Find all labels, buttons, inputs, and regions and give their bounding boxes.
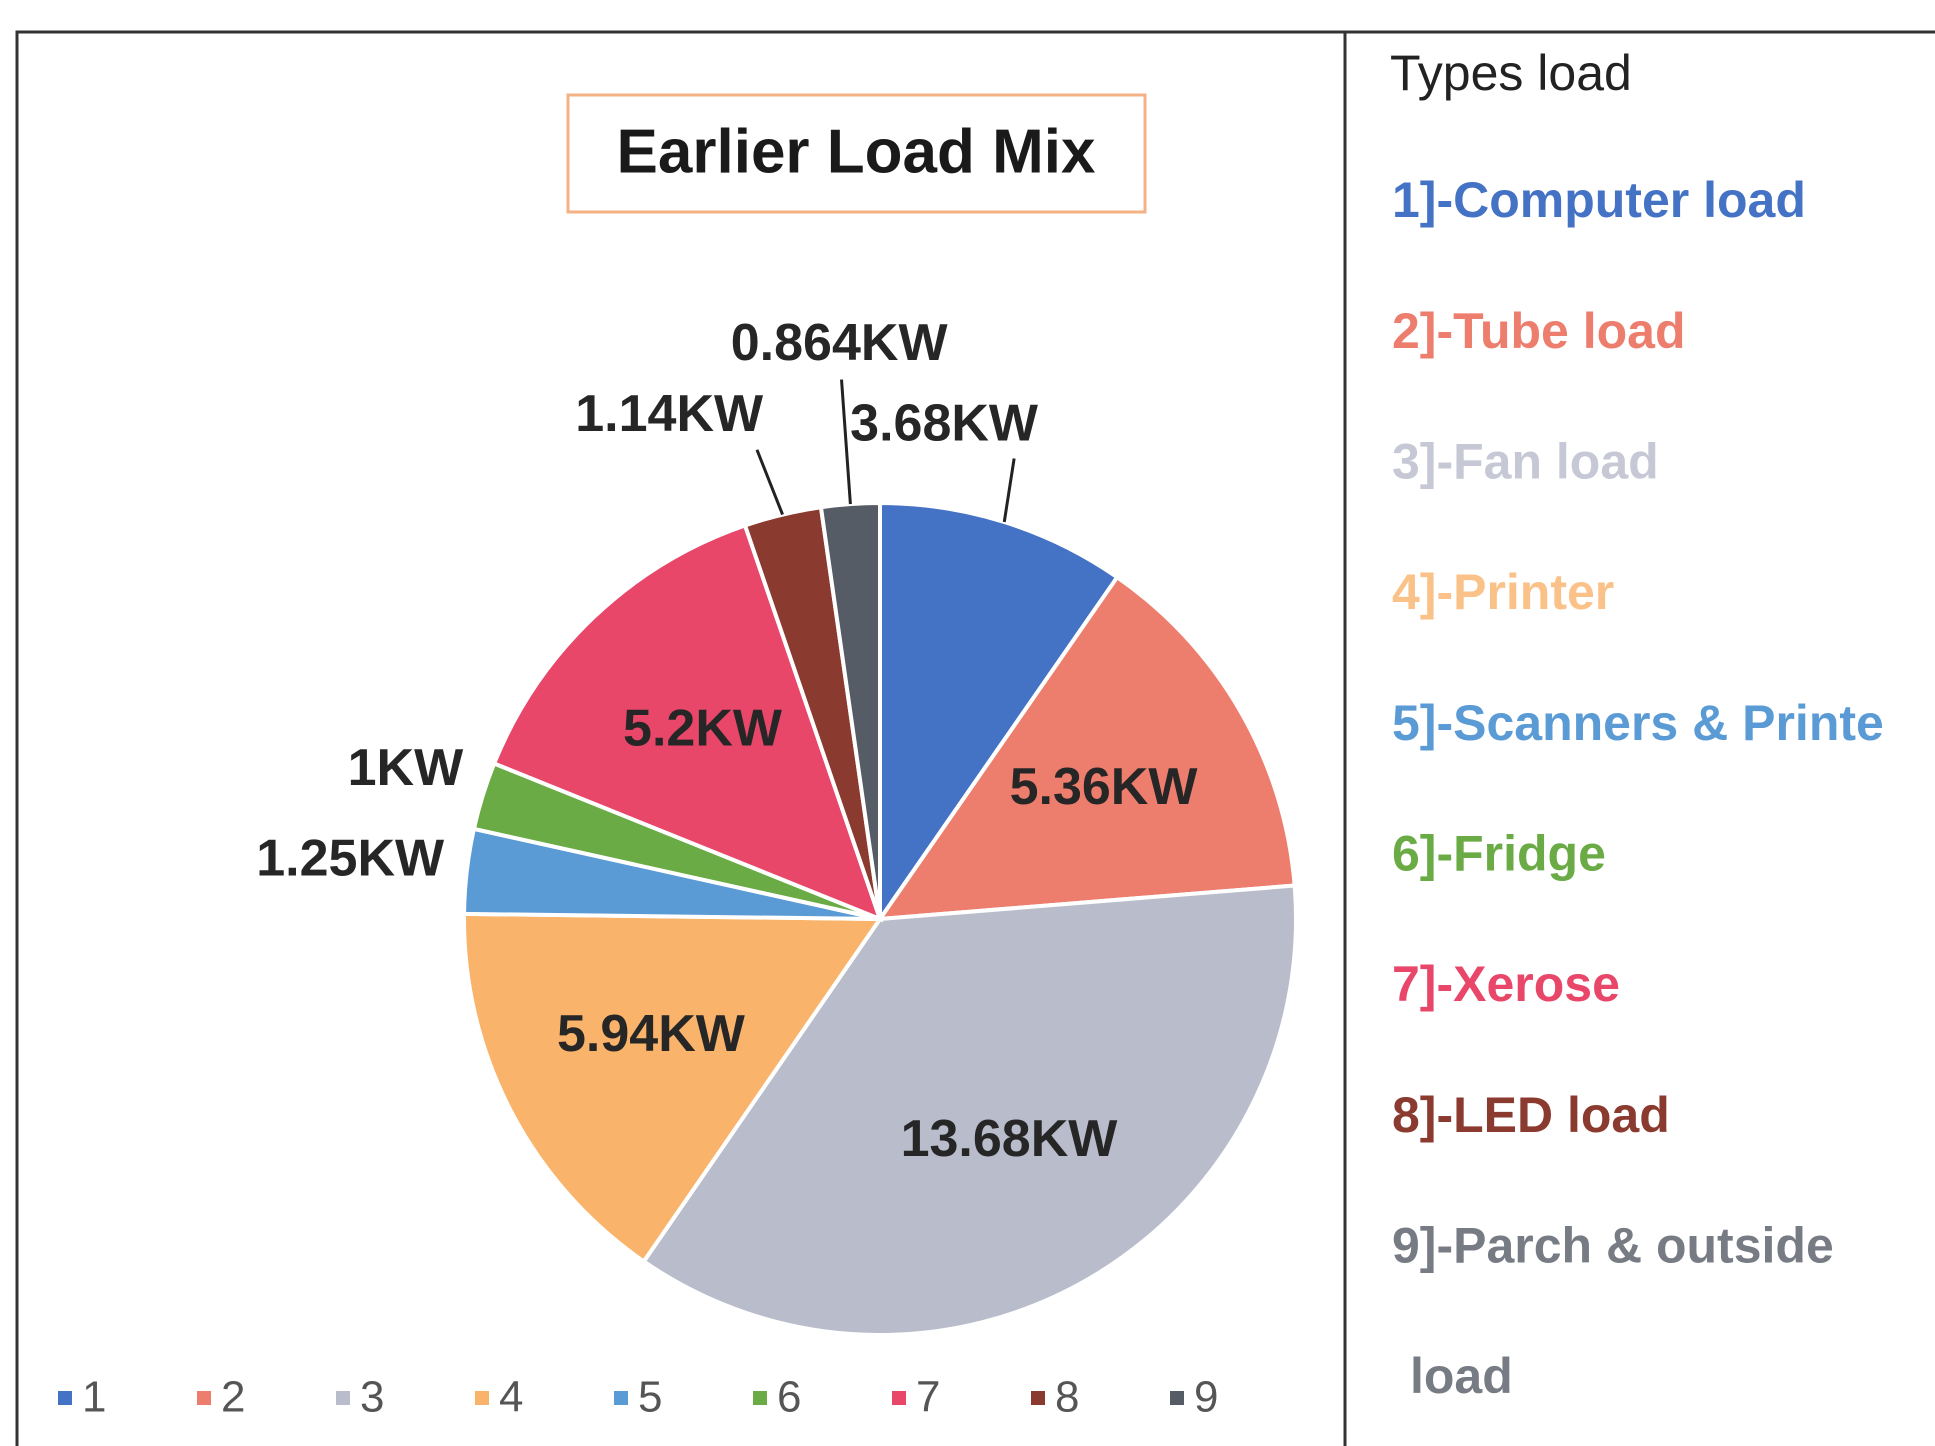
- leader-line: [1002, 458, 1016, 523]
- legend-label: 3: [360, 1373, 384, 1422]
- pie-slice: [641, 883, 1298, 1337]
- leader-line: [755, 449, 784, 516]
- data-label: 5.36KW: [1010, 758, 1199, 816]
- data-label: 13.68KW: [901, 1110, 1119, 1168]
- legend-label: 9: [1194, 1373, 1218, 1422]
- panel-item: 7]-Xerose: [1392, 956, 1620, 1012]
- title-box: [566, 93, 1147, 214]
- pie-slice: [491, 522, 884, 923]
- panel-item: 3]-Fan load: [1392, 434, 1659, 490]
- panel-item: 5]-Scanners & Printe: [1392, 695, 1884, 751]
- panel-item: 4]-Printer: [1392, 564, 1614, 620]
- legend-swatch: [475, 1391, 489, 1405]
- data-label: 5.2KW: [623, 700, 783, 758]
- legend-swatch: [1031, 1391, 1045, 1405]
- data-label: 1.25KW: [256, 829, 445, 887]
- pie-slice: [878, 500, 1120, 926]
- panel-title: Types load: [1390, 45, 1632, 101]
- legend-swatch: [753, 1391, 767, 1405]
- pie-slice: [818, 500, 882, 920]
- legend-label: 4: [499, 1373, 523, 1422]
- data-label: 1.14KW: [575, 385, 764, 443]
- legend-label: 7: [916, 1373, 940, 1422]
- pie-slice: [875, 574, 1297, 922]
- legend-label: 5: [638, 1373, 662, 1422]
- data-label: 3.68KW: [850, 394, 1039, 452]
- legend-label: 2: [221, 1373, 245, 1422]
- chart-border: [15, 30, 1347, 1446]
- legend-swatch: [892, 1391, 906, 1405]
- legend-swatch: [197, 1391, 211, 1405]
- panel-item: 8]-LED load: [1392, 1087, 1670, 1143]
- panel-item: 9]-Parch & outside: [1392, 1218, 1834, 1274]
- pie-slice: [462, 911, 884, 1265]
- legend-swatch: [1170, 1391, 1184, 1405]
- legend-label: 1: [82, 1373, 106, 1422]
- data-label: 0.864KW: [731, 314, 949, 372]
- data-label: 5.94KW: [557, 1005, 746, 1063]
- legend-swatch: [614, 1391, 628, 1405]
- leader-line: [840, 379, 852, 505]
- legend-label: 8: [1055, 1373, 1079, 1422]
- legend-swatch: [58, 1391, 72, 1405]
- data-label: 1KW: [348, 739, 464, 797]
- panel-item: 6]-Fridge: [1392, 826, 1606, 882]
- panel-item: 1]-Computer load: [1392, 172, 1806, 228]
- legend-swatch: [336, 1391, 350, 1405]
- panel-item: 2]-Tube load: [1392, 303, 1686, 359]
- legend-label: 6: [777, 1373, 801, 1422]
- panel-item: load: [1410, 1348, 1513, 1404]
- chart-title: Earlier Load Mix: [617, 117, 1096, 186]
